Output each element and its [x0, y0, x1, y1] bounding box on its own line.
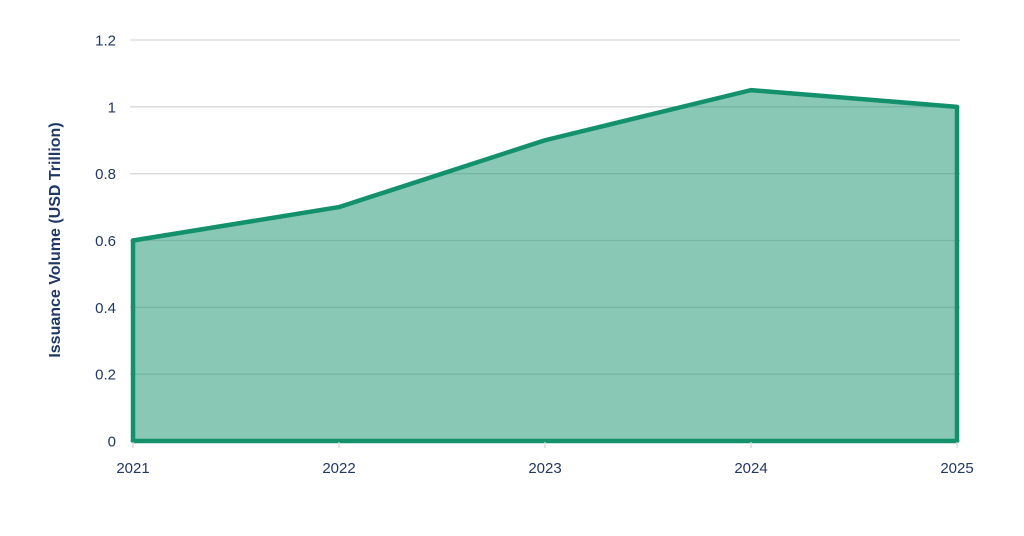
- x-axis-ticks: [132, 442, 958, 448]
- area-series-issuance-volume: [130, 87, 960, 444]
- y-tick-label-0.6: 0.6: [95, 233, 116, 250]
- x-tick-label-2021: 2021: [116, 460, 149, 477]
- y-axis-labels: 0 0.2 0.4 0.6 0.8 1 1.2: [95, 33, 116, 451]
- x-axis-labels: 2021 2022 2023 2024 2025: [116, 460, 973, 477]
- x-tick-label-2023: 2023: [528, 460, 561, 477]
- y-tick-label-0: 0: [108, 434, 116, 451]
- y-axis-title: Issuance Volume (USD Trillion): [47, 122, 64, 357]
- y-tick-label-1.2: 1.2: [95, 33, 116, 50]
- y-tick-label-1: 1: [108, 99, 116, 116]
- y-tick-label-0.4: 0.4: [95, 300, 116, 317]
- y-tick-label-0.8: 0.8: [95, 166, 116, 183]
- x-tick-label-2022: 2022: [322, 460, 355, 477]
- y-tick-label-0.2: 0.2: [95, 367, 116, 384]
- x-tick-label-2025: 2025: [940, 460, 973, 477]
- x-tick-label-2024: 2024: [734, 460, 767, 477]
